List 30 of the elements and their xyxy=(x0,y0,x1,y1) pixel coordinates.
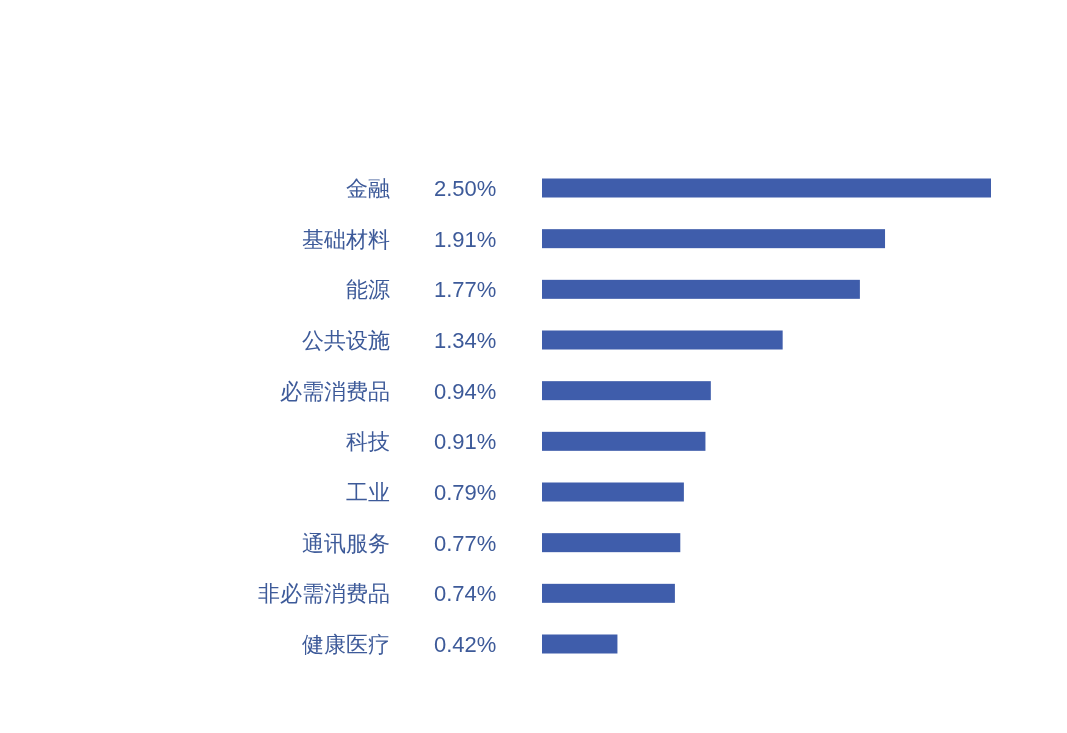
y-tick-label: 必需消费品 xyxy=(280,378,390,404)
bar xyxy=(542,482,684,502)
data-label: 0.77% xyxy=(434,530,497,556)
data-label: 0.79% xyxy=(434,480,497,505)
data-label: 0.91% xyxy=(434,429,497,455)
data-label: 1.77% xyxy=(434,277,497,303)
data-label: 0.42% xyxy=(434,632,497,657)
bar xyxy=(542,431,706,451)
data-label: 0.74% xyxy=(434,581,497,607)
y-tick-label: 非必需消费品 xyxy=(258,581,390,607)
y-tick-label: 工业 xyxy=(346,480,390,505)
y-tick-label: 公共设施 xyxy=(302,328,390,353)
bar xyxy=(542,330,783,350)
y-tick-label: 科技 xyxy=(346,429,390,455)
bar xyxy=(542,381,711,401)
bar xyxy=(542,178,991,198)
y-tick-label: 能源 xyxy=(346,277,390,303)
bar xyxy=(542,583,675,603)
bar xyxy=(542,229,886,249)
data-label: 1.34% xyxy=(434,328,497,353)
bar xyxy=(542,533,681,553)
data-label: 1.91% xyxy=(434,226,497,252)
y-tick-label: 健康医疗 xyxy=(302,632,390,657)
data-label: 0.94% xyxy=(434,378,497,404)
y-tick-label: 金融 xyxy=(346,176,390,201)
bar xyxy=(542,634,618,654)
y-tick-label: 通讯服务 xyxy=(302,530,390,556)
bar xyxy=(542,279,860,299)
y-tick-label: 基础材料 xyxy=(302,226,390,252)
data-label: 2.50% xyxy=(434,176,497,201)
